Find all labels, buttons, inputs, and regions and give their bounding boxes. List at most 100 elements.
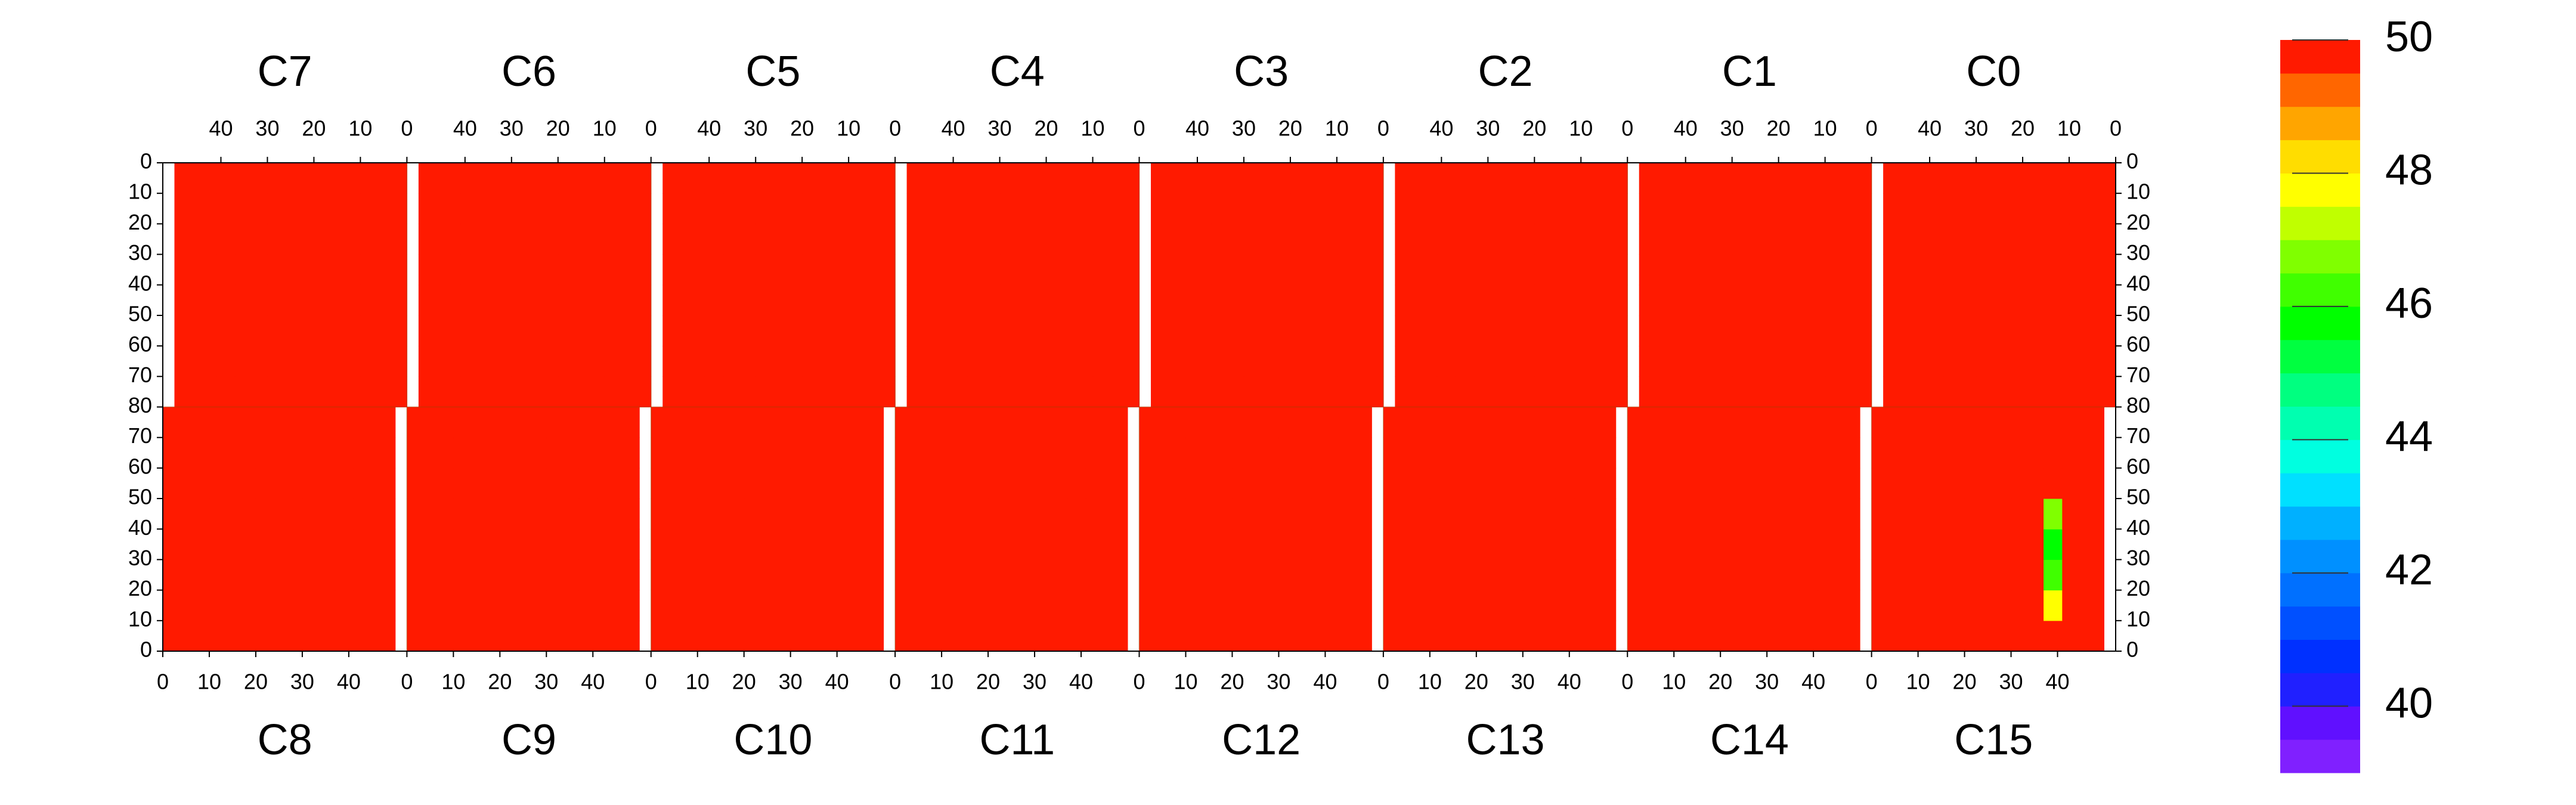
heat-cell: [500, 437, 547, 469]
heat-cell: [1639, 224, 1682, 255]
colorbar-tick-label: 50: [2385, 13, 2433, 61]
x-tick-label: 0: [1133, 670, 1145, 694]
heat-cell: [1067, 620, 1086, 652]
heat-cell: [1699, 315, 1733, 346]
heat-cell: [1278, 407, 1312, 438]
heat-cell: [174, 163, 217, 194]
heat-cell: [895, 620, 942, 652]
heat-cell: [1778, 376, 1826, 407]
heat-cell: [1139, 559, 1186, 591]
heat-cell: [948, 376, 968, 407]
heat-cell: [1555, 467, 1575, 499]
heat-cell: [1680, 284, 1700, 316]
heat-cell: [1925, 224, 1944, 255]
heat-cell: [1046, 315, 1094, 346]
heat-cell: [697, 529, 745, 560]
heat-cell: [1627, 467, 1674, 499]
heat-cell: [1943, 224, 1977, 255]
x-tick-label: 30: [255, 116, 279, 141]
heat-cell: [849, 346, 896, 377]
x-tick-label: 30: [1999, 670, 2023, 694]
heat-cell: [255, 467, 303, 499]
heat-cell: [1925, 193, 1944, 224]
heat-cell: [988, 590, 1035, 621]
heat-cell: [1232, 437, 1279, 469]
heat-cell: [942, 620, 989, 652]
heat-cell: [651, 529, 698, 560]
heat-cell: [895, 590, 942, 621]
heat-cell: [546, 620, 580, 652]
heat-cell: [1139, 407, 1186, 438]
heat-cell: [1395, 346, 1438, 377]
heat-cell: [1883, 224, 1925, 255]
heat-cell: [802, 254, 849, 286]
x-tick-label: 10: [1662, 670, 1686, 694]
heat-cell: [999, 315, 1047, 346]
heat-cell: [1278, 559, 1312, 591]
x-tick-label: 10: [2057, 116, 2081, 141]
y-tick-label: 40: [128, 271, 152, 295]
heat-cell: [1674, 590, 1721, 621]
heat-cell: [697, 559, 745, 591]
heat-cell: [1383, 620, 1431, 652]
x-tick-label: 40: [1918, 116, 1942, 141]
heat-cell: [1150, 163, 1193, 194]
y-tick-label: 70: [128, 363, 152, 387]
y-tick-label: 70: [2126, 363, 2150, 387]
heat-cell: [1330, 499, 1372, 530]
heat-cell: [407, 529, 454, 560]
heat-cell: [999, 193, 1047, 224]
heat-cell: [1395, 376, 1438, 407]
heat-cell: [1680, 224, 1700, 255]
x-tick-label: 40: [697, 116, 721, 141]
heat-cell: [216, 315, 236, 346]
heat-cell: [1311, 467, 1330, 499]
heat-cell: [2011, 620, 2044, 652]
heat-cell: [453, 437, 500, 469]
heat-cell: [234, 346, 268, 377]
heat-cell: [2062, 407, 2105, 438]
heat-cell: [1574, 407, 1617, 438]
heat-cell: [1799, 529, 1819, 560]
heat-cell: [335, 590, 354, 621]
heat-cell: [1574, 499, 1617, 530]
heat-cell: [163, 407, 210, 438]
heat-cell: [1818, 407, 1860, 438]
heat-cell: [1639, 315, 1682, 346]
heat-cell: [967, 346, 1001, 377]
heat-cell: [1825, 193, 1872, 224]
heat-cell: [267, 254, 314, 286]
heat-cell: [841, 590, 884, 621]
heat-cell: [163, 467, 210, 499]
heat-cell: [895, 467, 942, 499]
heat-cell: [942, 590, 989, 621]
heat-cell: [163, 437, 210, 469]
heat-cell: [1290, 376, 1337, 407]
heat-cell: [1925, 346, 1944, 377]
y-tick-label: 40: [2126, 515, 2150, 540]
heat-cell: [1436, 163, 1456, 194]
heat-cell: [1674, 437, 1721, 469]
heat-cell: [302, 437, 336, 469]
heat-cell: [744, 529, 791, 560]
heat-cell: [999, 284, 1047, 316]
heat-cell: [1883, 315, 1925, 346]
heat-cell: [604, 346, 652, 377]
heat-cell: [2062, 590, 2105, 621]
heat-cell: [460, 315, 479, 346]
heat-cell: [1918, 467, 1965, 499]
heat-cell: [1574, 590, 1617, 621]
heat-cell: [1943, 315, 1977, 346]
heat-cell: [2062, 499, 2105, 530]
heat-cell: [255, 620, 303, 652]
heat-cell: [267, 376, 314, 407]
heat-cell: [1232, 529, 1279, 560]
heat-cell: [1232, 620, 1279, 652]
heat-cell: [1067, 559, 1086, 591]
heat-cell: [2069, 346, 2116, 377]
heat-cell: [335, 437, 354, 469]
heat-cell: [353, 620, 396, 652]
heat-cell: [1925, 284, 1944, 316]
heat-cell: [1964, 407, 2012, 438]
